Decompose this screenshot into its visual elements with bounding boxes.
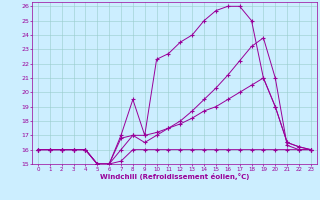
X-axis label: Windchill (Refroidissement éolien,°C): Windchill (Refroidissement éolien,°C) [100,173,249,180]
